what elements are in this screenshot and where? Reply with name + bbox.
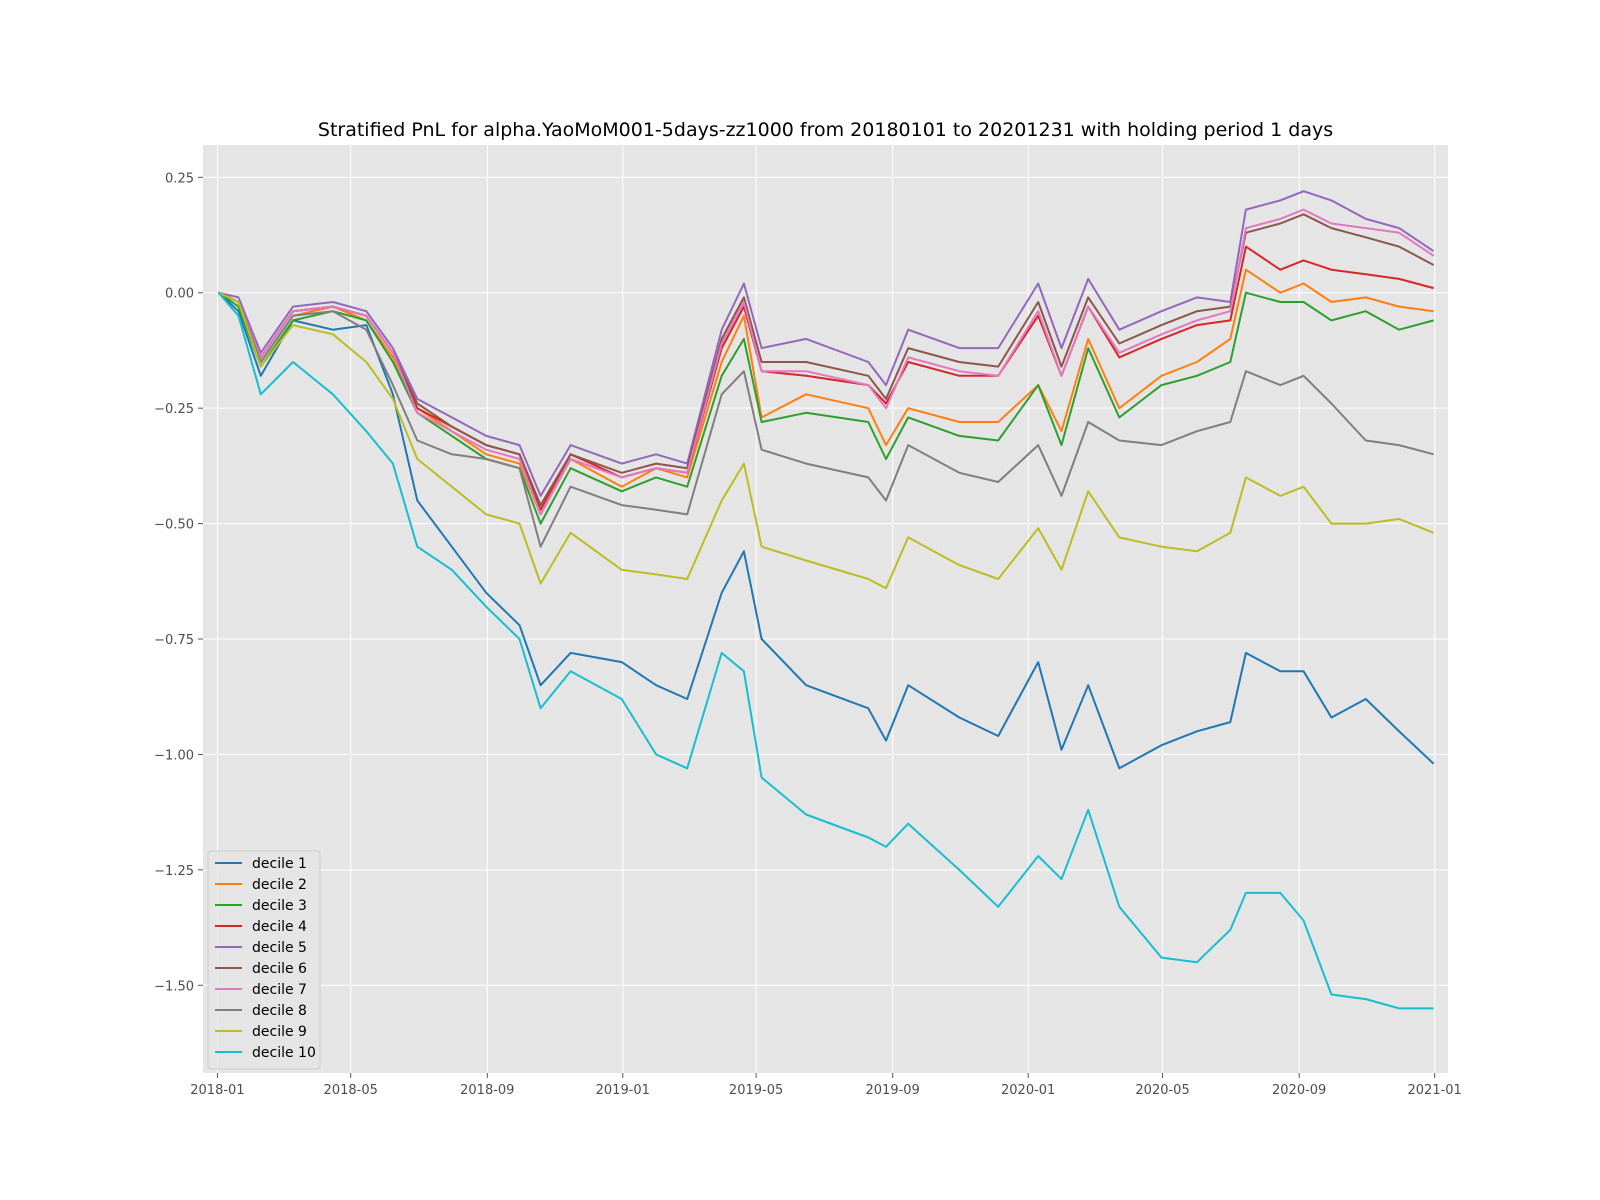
x-tick-label: 2019-05 <box>729 1083 783 1098</box>
chart-title: Stratified PnL for alpha.YaoMoM001-5days… <box>318 119 1333 141</box>
series-line-decile-8 <box>218 291 1434 548</box>
legend-label: decile 9 <box>252 1024 307 1040</box>
y-tick-label: 0.00 <box>165 287 194 302</box>
legend-label: decile 4 <box>252 919 307 935</box>
legend-label: decile 10 <box>252 1045 316 1061</box>
series-line-decile-3 <box>217 291 1434 525</box>
y-tick-label: −1.50 <box>154 979 194 994</box>
x-tick-label: 2019-01 <box>596 1083 650 1098</box>
legend-label: decile 5 <box>252 940 307 956</box>
series-lines <box>217 190 1435 1010</box>
y-tick-label: −1.25 <box>154 864 194 879</box>
x-tick-label: 2021-01 <box>1408 1083 1462 1098</box>
x-tick-label: 2018-09 <box>460 1083 514 1098</box>
x-tick-label: 2018-01 <box>190 1083 244 1098</box>
series-line-decile-9 <box>218 291 1434 590</box>
y-tick-label: −1.00 <box>154 748 194 763</box>
legend-label: decile 2 <box>252 877 307 893</box>
x-tick-label: 2019-09 <box>866 1083 920 1098</box>
legend-label: decile 3 <box>252 898 307 914</box>
legend-label: decile 1 <box>252 856 307 872</box>
series-line-decile-5 <box>218 190 1435 497</box>
grid-lines <box>203 145 1448 1073</box>
y-axis-ticks: 0.25 0.00 −0.25 −0.50 −0.75 −1.00 −1.25 −1.50 <box>154 171 203 994</box>
x-axis-ticks: 2018-01 2018-05 2018-09 2019-01 2019-05 2019-… <box>190 1073 1462 1098</box>
y-tick-label: 0.25 <box>165 171 194 186</box>
x-tick-label: 2018-05 <box>324 1083 378 1098</box>
legend-label: decile 8 <box>252 1003 307 1019</box>
x-tick-label: 2020-09 <box>1272 1083 1326 1098</box>
x-tick-label: 2020-05 <box>1135 1083 1189 1098</box>
y-tick-label: −0.75 <box>154 633 194 648</box>
series-line-decile-1 <box>217 291 1435 770</box>
y-tick-label: −0.25 <box>154 402 194 417</box>
series-line-decile-7 <box>218 208 1435 516</box>
x-tick-label: 2020-01 <box>1001 1083 1055 1098</box>
series-line-decile-10 <box>217 292 1434 1010</box>
legend-label: decile 6 <box>252 961 307 977</box>
legend-label: decile 7 <box>252 982 307 998</box>
y-tick-label: −0.50 <box>154 518 194 533</box>
plot-area <box>203 145 1448 1073</box>
legend: decile 1 decile 2 decile 3 decile 4 decile 5… <box>207 850 321 1070</box>
